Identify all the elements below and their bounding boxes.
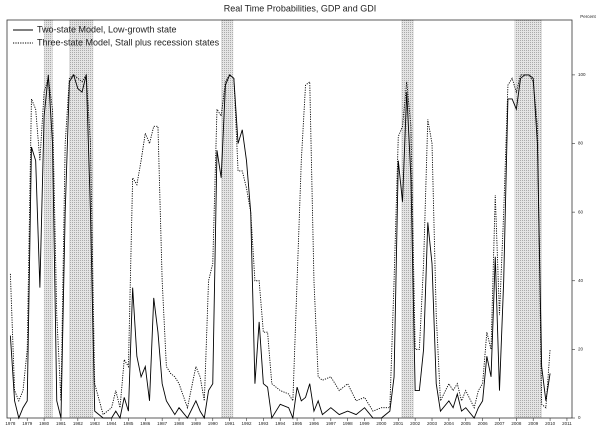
- plot-frame: [6, 19, 573, 419]
- x-tick-label: 2008: [511, 421, 522, 426]
- y-tick-label: 0: [578, 415, 581, 420]
- x-tick-label: 2002: [410, 421, 421, 426]
- x-tick-label: 2004: [444, 421, 455, 426]
- x-tick-label: 1996: [309, 421, 320, 426]
- x-tick-label: 1991: [225, 421, 236, 426]
- x-tick-label: 1986: [140, 421, 151, 426]
- x-tick-label: 1983: [90, 421, 101, 426]
- x-tick-label: 1989: [191, 421, 202, 426]
- x-tick-label: 2000: [376, 421, 387, 426]
- x-tick-label: 1994: [275, 421, 286, 426]
- x-tick-label: 2010: [545, 421, 556, 426]
- x-tick-label: 2003: [427, 421, 438, 426]
- y-axis-label: Percent: [580, 14, 596, 19]
- x-tick-label: 2007: [494, 421, 505, 426]
- x-tick-label: 2011: [562, 421, 572, 426]
- recession-band: [69, 19, 94, 419]
- x-tick-label: 1990: [208, 421, 219, 426]
- x-tick-label: 1988: [174, 421, 185, 426]
- y-tick-label: 100: [578, 72, 586, 77]
- x-tick-label: 1995: [292, 421, 303, 426]
- x-tick-label: 2005: [461, 421, 472, 426]
- x-tick-label: 1982: [73, 421, 84, 426]
- x-tick-label: 1997: [326, 421, 337, 426]
- legend-label: Two-state Model, Low-growth state: [37, 24, 177, 34]
- y-tick-label: 80: [578, 141, 584, 146]
- y-tick-label: 20: [578, 347, 584, 352]
- recession-band: [514, 19, 542, 419]
- x-tick-label: 1984: [107, 421, 118, 426]
- x-tick-label: 1980: [39, 421, 50, 426]
- x-tick-label: 2009: [528, 421, 539, 426]
- x-tick-label: 1987: [157, 421, 168, 426]
- x-tick-label: 1999: [360, 421, 371, 426]
- chart-title: Real Time Probabilities, GDP and GDI: [224, 3, 376, 13]
- x-tick-label: 1998: [343, 421, 354, 426]
- x-tick-label: 1993: [258, 421, 269, 426]
- y-tick-label: 40: [578, 278, 584, 283]
- x-tick-label: 1985: [123, 421, 134, 426]
- legend-label: Three-state Model, Stall plus recession …: [37, 37, 220, 47]
- x-tick-label: 2006: [478, 421, 489, 426]
- series-line: [9, 73, 551, 420]
- x-tick-label: 1979: [22, 421, 33, 426]
- x-tick-label: 1978: [5, 421, 16, 426]
- x-tick-label: 2001: [393, 421, 404, 426]
- y-tick-label: 60: [578, 209, 584, 214]
- x-tick-label: 1981: [56, 421, 67, 426]
- x-tick-label: 1992: [241, 421, 252, 426]
